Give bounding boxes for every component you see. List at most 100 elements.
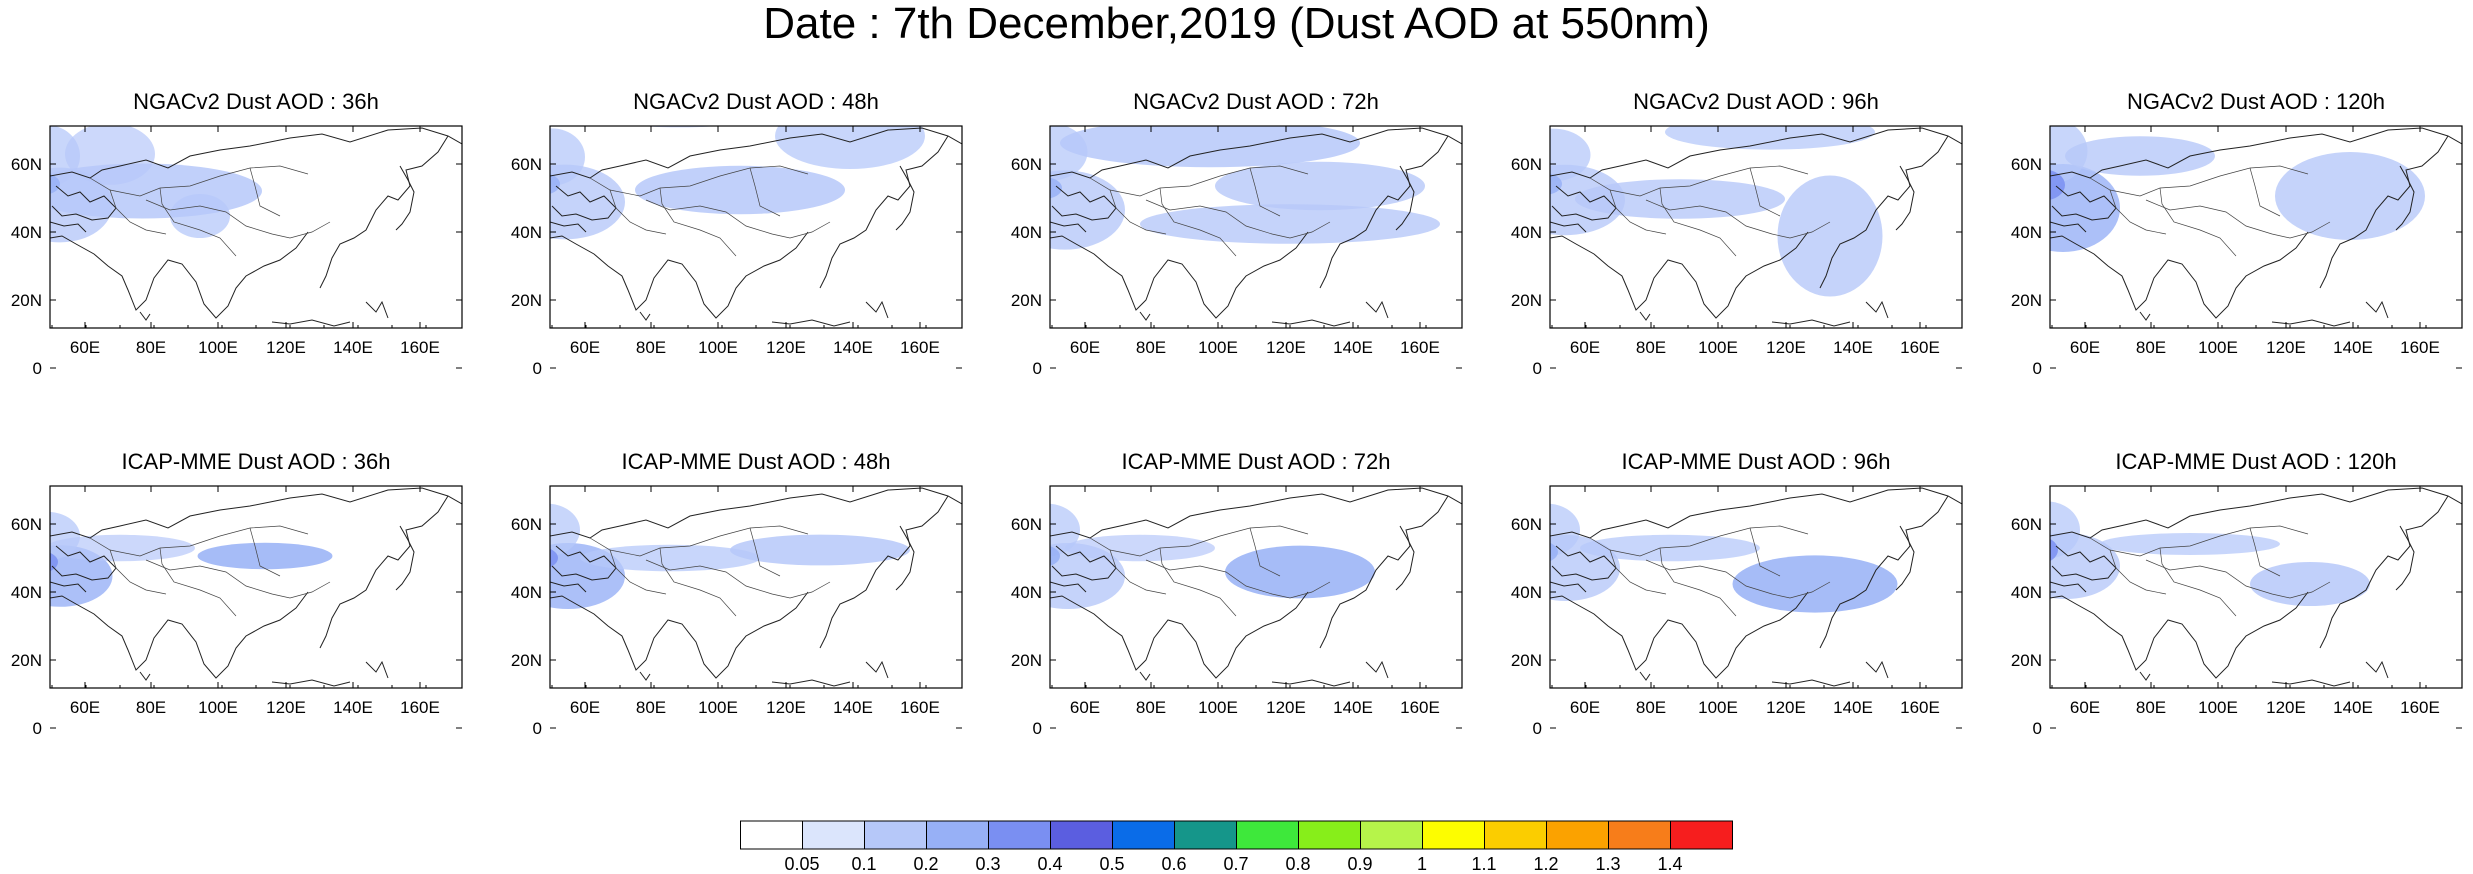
lat-tick-label: 0 xyxy=(533,359,542,378)
lon-tick-label: 120E xyxy=(1766,698,1806,717)
lat-tick-label: 20N xyxy=(11,291,42,310)
lat-tick-label: 40N xyxy=(2011,223,2042,242)
lon-tick-label: 120E xyxy=(1266,338,1306,357)
lon-tick-label: 120E xyxy=(1266,698,1306,717)
lon-tick-label: 80E xyxy=(1136,698,1166,717)
dust-aod-shading xyxy=(2050,501,2080,559)
map-panel: NGACv2 Dust AOD : 120h 60N 40N 20N 0 60E 80E 10… xyxy=(2011,89,2463,378)
lon-tick-label: 80E xyxy=(1136,338,1166,357)
lon-tick-label: 160E xyxy=(1400,698,1440,717)
lat-tick-label: 20N xyxy=(1511,291,1542,310)
lat-tick-label: 40N xyxy=(2011,583,2042,602)
lon-tick-label: 60E xyxy=(2070,338,2100,357)
map-panel: NGACv2 Dust AOD : 72h 60N 40N 20N 0 60E 80E 100… xyxy=(1011,89,1463,378)
colorbar-label: 0.1 xyxy=(851,854,876,874)
lon-tick-label: 120E xyxy=(266,338,306,357)
lat-tick-label: 0 xyxy=(533,719,542,738)
lat-tick-label: 40N xyxy=(11,223,42,242)
colorbar-label: 1.1 xyxy=(1471,854,1496,874)
map-panel: ICAP-MME Dust AOD : 36h 60N 40N 20N 0 60E 80E 1… xyxy=(11,449,463,738)
dust-aod-shading xyxy=(2250,562,2370,606)
lat-tick-label: 0 xyxy=(1533,719,1542,738)
lon-tick-label: 120E xyxy=(2266,338,2306,357)
lat-tick-label: 60N xyxy=(11,515,42,534)
colorbar-label: 1.4 xyxy=(1657,854,1682,874)
dust-aod-shading xyxy=(1550,173,1562,195)
map-panel: NGACv2 Dust AOD : 96h 60N 40N 20N 0 60E 80E 100… xyxy=(1511,89,1963,378)
colorbar-label: 0.9 xyxy=(1347,854,1372,874)
dust-aod-shading xyxy=(635,165,845,215)
lon-tick-label: 160E xyxy=(1900,698,1940,717)
lat-tick-label: 40N xyxy=(1011,223,1042,242)
colorbar-swatch xyxy=(988,820,1051,850)
lon-tick-label: 60E xyxy=(1070,338,1100,357)
lat-tick-label: 20N xyxy=(511,651,542,670)
lat-tick-label: 40N xyxy=(511,223,542,242)
dust-aod-shading xyxy=(50,552,58,572)
lon-tick-label: 140E xyxy=(1333,698,1373,717)
lat-tick-label: 40N xyxy=(1511,583,1542,602)
panel-title: ICAP-MME Dust AOD : 72h xyxy=(1122,449,1391,474)
dust-aod-shading xyxy=(50,174,60,194)
lon-tick-label: 60E xyxy=(70,338,100,357)
colorbar-label: 1 xyxy=(1417,854,1427,874)
panel-title: NGACv2 Dust AOD : 120h xyxy=(2127,89,2385,114)
lat-tick-label: 20N xyxy=(2011,291,2042,310)
lon-tick-label: 120E xyxy=(766,338,806,357)
lon-tick-label: 60E xyxy=(1570,698,1600,717)
dust-aod-shading xyxy=(2050,164,2120,252)
dust-aod-shading xyxy=(2275,152,2425,240)
lon-tick-label: 140E xyxy=(1833,698,1873,717)
dust-aod-shading xyxy=(1225,545,1375,599)
lat-tick-label: 20N xyxy=(2011,651,2042,670)
lat-tick-label: 0 xyxy=(2033,719,2042,738)
lon-tick-label: 160E xyxy=(400,698,440,717)
lon-tick-label: 100E xyxy=(1698,338,1738,357)
lon-tick-label: 160E xyxy=(900,698,940,717)
lat-tick-label: 0 xyxy=(1033,359,1042,378)
lat-tick-label: 20N xyxy=(1511,651,1542,670)
dust-aod-shading xyxy=(550,128,585,186)
dust-aod-shading xyxy=(1215,161,1425,211)
lon-tick-label: 60E xyxy=(1070,698,1100,717)
dust-aod-shading xyxy=(550,548,558,568)
dust-aod-shading xyxy=(730,534,910,566)
panel-title: ICAP-MME Dust AOD : 96h xyxy=(1622,449,1891,474)
lat-tick-label: 20N xyxy=(1011,651,1042,670)
dust-aod-shading xyxy=(50,534,195,562)
lat-tick-label: 60N xyxy=(1511,515,1542,534)
lon-tick-label: 80E xyxy=(636,698,666,717)
lat-tick-label: 0 xyxy=(1533,359,1542,378)
lon-tick-label: 140E xyxy=(1333,338,1373,357)
dust-aod-shading xyxy=(197,542,333,570)
lon-tick-label: 80E xyxy=(2136,338,2166,357)
panel-title: NGACv2 Dust AOD : 36h xyxy=(133,89,379,114)
dust-aod-shading xyxy=(1665,126,1875,150)
lat-tick-label: 60N xyxy=(1011,155,1042,174)
colorbar-swatch xyxy=(740,820,803,850)
lon-tick-label: 100E xyxy=(2198,698,2238,717)
lat-tick-label: 0 xyxy=(2033,359,2042,378)
colorbar-label: 0.2 xyxy=(913,854,938,874)
dust-aod-shading xyxy=(775,126,925,169)
lat-tick-label: 0 xyxy=(33,719,42,738)
dust-aod-shading xyxy=(1550,128,1591,182)
colorbar-swatch xyxy=(864,820,927,850)
colorbar-swatch xyxy=(1360,820,1423,850)
dust-aod-shading xyxy=(1550,503,1580,557)
dust-aod-shading xyxy=(1050,546,1060,566)
map-panel: NGACv2 Dust AOD : 36h 60N 40N 20N 0 60E 80E 100… xyxy=(11,89,463,378)
lat-tick-label: 40N xyxy=(1511,223,1542,242)
panel-title: NGACv2 Dust AOD : 72h xyxy=(1133,89,1379,114)
lon-tick-label: 80E xyxy=(136,338,166,357)
map-panel: ICAP-MME Dust AOD : 96h 60N 40N 20N 0 60E 80E 1… xyxy=(1511,449,1963,738)
dust-aod-shading xyxy=(1050,170,1125,250)
dust-aod-shading xyxy=(1140,204,1440,244)
lat-tick-label: 0 xyxy=(33,359,42,378)
dust-aod-shading xyxy=(550,174,560,194)
lon-tick-label: 80E xyxy=(2136,698,2166,717)
colorbar-label: 0.8 xyxy=(1285,854,1310,874)
dust-aod-shading xyxy=(1575,179,1785,219)
lon-tick-label: 160E xyxy=(1400,338,1440,357)
dust-aod-shading xyxy=(1050,177,1062,199)
